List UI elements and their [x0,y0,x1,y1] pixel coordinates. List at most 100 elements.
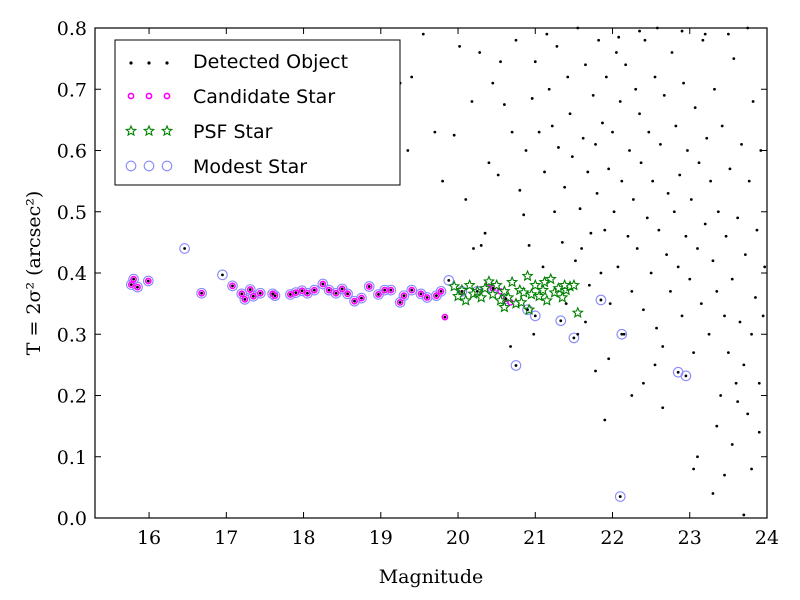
psf-star-point [515,295,528,308]
detected-object-point [360,296,363,300]
modest-star-point [614,491,626,502]
modest-star-point [363,281,375,292]
detected-object-point [730,443,734,446]
psf-star-point [525,288,538,300]
detected-object-point [628,149,631,152]
detected-object-point [620,332,624,336]
psf-star-point [494,294,507,306]
psf-star-point [486,288,499,300]
detected-object-point [537,130,541,134]
detected-object-point [460,289,464,293]
detected-object-point [751,100,755,103]
detected-object-point [661,406,665,410]
psf-star-point [536,283,550,296]
detected-object-point [273,294,277,298]
detected-object-point [435,294,438,298]
x-axis-ticks: 16 17 18 19 20 21 22 23 24 [137,28,779,549]
legend-marker [143,160,155,172]
modest-star-point [323,284,335,296]
modest-star-point [568,332,580,344]
detected-object-point [608,302,612,306]
detected-object-point [419,292,423,296]
detected-object-point [595,191,599,195]
detected-object-point [566,75,570,79]
detected-object-point [509,345,512,348]
detected-object-point [487,161,491,165]
detected-object-point [300,289,304,293]
detected-object-point [550,124,554,128]
series-detected-object [129,26,767,517]
detected-object-point [715,289,719,293]
detected-object-point [527,244,531,247]
detected-object-point [499,60,502,64]
x-tick-label: 19 [369,527,393,549]
detected-object-point [669,289,672,293]
detected-object-point [479,244,483,247]
psf-star-point [529,278,542,291]
detected-object-point [601,121,604,125]
legend-item-modest-star: Modest Star [125,156,307,178]
detected-object-point [701,38,705,42]
modest-star-point [398,290,410,302]
detected-object-point [560,240,564,244]
detected-object-point [703,32,707,36]
detected-object-point [750,332,753,336]
detected-object-point [684,234,688,238]
detected-object-point [346,292,349,296]
detected-object-point [672,210,676,214]
detected-object-point [763,265,767,269]
detected-object-point [761,314,765,318]
detected-object-point [340,287,344,291]
legend-marker [147,61,151,65]
detected-object-point [327,288,331,292]
detected-object-point [726,32,730,36]
detected-object-point [682,81,685,85]
detected-object-point [532,332,536,336]
detected-object-point [584,320,587,324]
detected-object-point [447,278,451,282]
y-tick-label: 0.2 [57,386,87,408]
detected-object-point [570,155,574,159]
detected-object-point [676,265,680,269]
detected-object-point [591,93,595,97]
detected-object-point [678,173,682,177]
modest-star-point [196,287,207,299]
legend-marker [127,92,135,100]
detected-object-point [353,299,356,303]
y-tick-label: 0.8 [57,18,87,40]
detected-object-point [639,161,643,165]
detected-object-point [642,308,645,312]
detected-object-point [545,32,549,36]
modest-star-point [317,278,329,290]
detected-object-point [367,285,371,288]
detected-object-point [703,222,707,226]
detected-object-point [425,296,429,299]
detected-object-point [755,228,759,232]
detected-object-point [655,326,658,330]
psf-star-point [521,269,534,282]
detected-object-point [634,87,638,91]
detected-object-point [443,315,447,319]
detected-object-point [433,130,437,134]
modest-star-point [244,284,256,295]
detected-object-point [635,247,639,250]
detected-object-point [657,228,661,232]
detected-object-point [240,292,244,296]
y-tick-label: 0.3 [57,324,87,346]
legend-marker [163,92,171,100]
detected-object-point [603,418,607,422]
detected-object-point [578,207,582,211]
psf-star-point [540,294,553,306]
detected-object-point [740,142,743,146]
detected-object-point [221,273,224,277]
detected-object-point [321,282,325,286]
detected-object-point [626,234,630,238]
detected-object-point [661,345,665,348]
detected-object-point [736,216,740,220]
detected-object-point [686,149,689,152]
detected-object-point [757,381,761,385]
detected-object-point [742,513,746,517]
detected-object-point [594,369,597,373]
detected-object-point [559,319,563,323]
detected-object-point [543,170,546,174]
